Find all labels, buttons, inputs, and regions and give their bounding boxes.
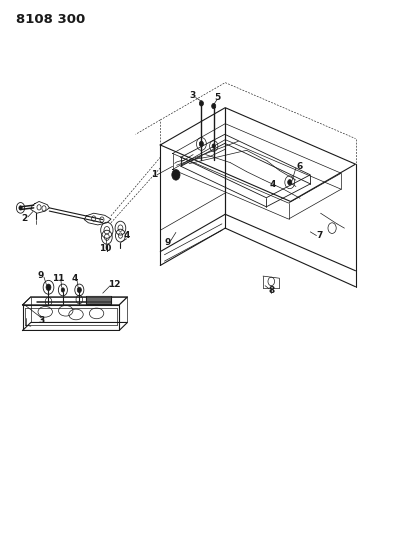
Circle shape <box>199 141 203 147</box>
Text: 4: 4 <box>72 274 78 282</box>
Text: 4: 4 <box>269 180 276 189</box>
Circle shape <box>199 101 203 106</box>
Circle shape <box>19 206 22 210</box>
Circle shape <box>46 284 51 290</box>
Text: 3: 3 <box>189 92 196 100</box>
Text: 3: 3 <box>38 317 44 325</box>
Text: 1: 1 <box>151 171 157 179</box>
Text: 5: 5 <box>214 93 220 101</box>
Circle shape <box>288 180 292 185</box>
Text: 10: 10 <box>99 244 111 253</box>
Text: 12: 12 <box>108 280 120 289</box>
Text: 9: 9 <box>38 271 44 280</box>
Circle shape <box>172 169 180 180</box>
Circle shape <box>212 103 216 109</box>
Circle shape <box>77 287 81 293</box>
Text: 8: 8 <box>268 286 275 295</box>
Text: 9: 9 <box>164 238 171 247</box>
Bar <box>86 296 111 304</box>
Text: 6: 6 <box>296 162 302 171</box>
Circle shape <box>61 288 65 292</box>
Text: 2: 2 <box>21 214 28 223</box>
Text: 8108 300: 8108 300 <box>16 13 85 26</box>
Circle shape <box>212 144 215 148</box>
Text: 11: 11 <box>52 274 65 282</box>
Text: 4: 4 <box>123 231 130 240</box>
Text: 7: 7 <box>316 231 323 240</box>
